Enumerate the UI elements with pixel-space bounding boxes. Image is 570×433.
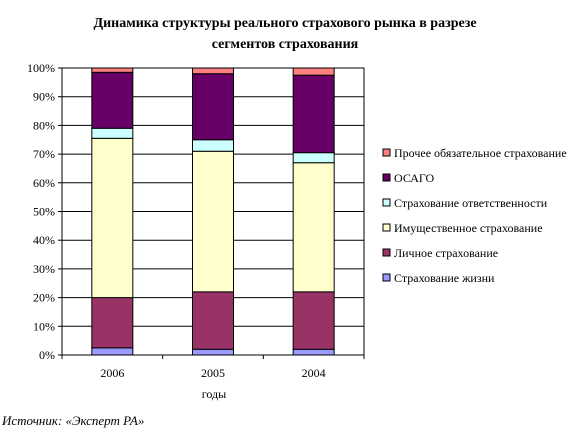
bar-segment [91,137,134,299]
legend-swatch [382,173,391,182]
source-note: Источник: «Эксперт РА» [2,413,145,428]
x-tick-label: 2004 [302,366,326,380]
y-tick-label: 20% [33,291,55,305]
bar-segment [91,127,134,139]
legend-label: Имущественное страхование [394,221,543,235]
bar-segment [192,348,234,356]
bar-segment [292,348,335,356]
x-tick-label: 2006 [100,366,124,380]
chart-title-line-1: Динамика структуры реального страхового … [93,16,476,31]
legend-label: Страхование ответственности [394,196,548,210]
bar-segment [292,291,335,350]
y-tick-label: 0% [39,348,55,362]
legend-swatch [382,148,391,157]
legend-label: Страхование жизни [394,271,495,285]
bar-segment [292,67,335,76]
y-tick-label: 30% [33,262,55,276]
bar-segment [91,71,134,129]
legend-swatch [382,223,391,232]
y-tick-label: 60% [33,176,55,190]
legend-label: Личное страхование [394,246,498,260]
legend: Прочее обязательное страхование ОСАГО Стра… [382,146,567,285]
bar-segment [292,74,335,154]
legend-swatch [382,248,391,257]
bar-segment [192,67,234,75]
bar-segment [192,150,234,293]
legend-label: Прочее обязательное страхование [394,146,567,160]
chart-title-line-2: сегментов страхования [212,37,359,52]
bar-segment [192,139,234,152]
y-tick-label: 90% [33,90,55,104]
plot-area: 0% 10% 20% 30% 40% 50% 60% 70% 80% 90% 100% 2006 200… [27,61,365,380]
legend-swatch [382,273,391,282]
bar-segment [91,67,134,73]
bar-segment [192,73,234,141]
legend-label: ОСАГО [394,171,435,185]
bar-segment [192,291,234,350]
bar-segment [292,162,335,293]
y-tick-label: 40% [33,233,55,247]
y-tick-label: 100% [27,61,55,75]
y-tick-label: 50% [33,205,55,219]
bar-segment [91,297,134,349]
legend-swatch [382,198,391,207]
x-axis-label: годы [202,387,226,401]
y-tick-label: 10% [33,319,55,333]
y-tick-label: 70% [33,147,55,161]
x-tick-label: 2005 [201,366,225,380]
bar-segment [91,347,134,356]
bar-segment [292,152,335,164]
y-tick-label: 80% [33,118,55,132]
